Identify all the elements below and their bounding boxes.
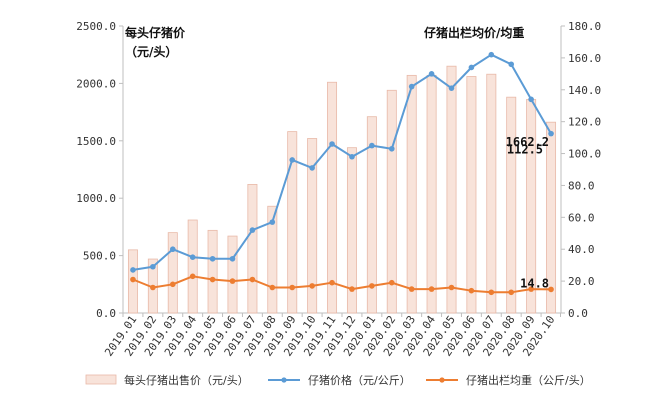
left-tick-label: 1000.0 xyxy=(76,192,116,205)
left-axis-annotation-line2: （元/头） xyxy=(125,44,177,59)
legend-marker-price xyxy=(281,377,287,383)
bar xyxy=(546,121,557,314)
data-point xyxy=(508,61,515,68)
left-axis-annotation-line1: 每头仔猪价 xyxy=(125,25,186,40)
data-point xyxy=(468,287,475,294)
data-point xyxy=(408,83,415,90)
data-point xyxy=(229,278,236,284)
data-point xyxy=(349,153,355,160)
data-point xyxy=(428,286,435,292)
data-point xyxy=(548,130,554,137)
data-point xyxy=(369,142,375,149)
data-label: 112.5 xyxy=(507,143,543,157)
data-point xyxy=(548,286,554,293)
bar xyxy=(386,89,397,314)
bar xyxy=(287,131,298,314)
data-point xyxy=(309,165,315,171)
legend: 每头仔猪出售价（元/头） 仔猪价格（元/公斤） 仔猪出栏均重（公斤/头） xyxy=(85,373,591,387)
right-tick-label: 160.0 xyxy=(568,52,601,65)
data-point xyxy=(289,284,296,291)
legend-swatch-bar xyxy=(85,374,117,385)
data-point xyxy=(130,267,136,273)
data-label: 14.8 xyxy=(520,276,549,290)
data-point xyxy=(448,85,455,91)
left-tick-label: 500.0 xyxy=(83,250,116,263)
data-point xyxy=(309,283,315,289)
data-point xyxy=(508,289,515,296)
data-point xyxy=(189,254,196,260)
data-point xyxy=(249,276,256,283)
bar xyxy=(486,73,497,314)
right-tick-label: 60.0 xyxy=(568,211,595,224)
data-point xyxy=(150,284,156,291)
data-point xyxy=(289,157,296,163)
bar xyxy=(446,65,457,314)
data-point xyxy=(408,286,415,292)
bar xyxy=(346,147,357,314)
bar xyxy=(366,116,377,314)
data-point xyxy=(329,141,335,147)
data-point xyxy=(349,286,355,292)
data-point xyxy=(269,284,276,291)
data-point xyxy=(150,263,156,270)
right-tick-label: 40.0 xyxy=(568,243,595,256)
data-label: 1662.2 xyxy=(506,135,549,149)
line-series xyxy=(130,51,554,296)
right-tick-label: 80.0 xyxy=(568,179,595,192)
data-point xyxy=(488,289,495,296)
bar xyxy=(426,74,437,314)
legend-marker-weight xyxy=(439,377,445,383)
data-point xyxy=(269,219,276,225)
bar xyxy=(327,81,338,314)
series-line xyxy=(132,275,552,294)
data-point xyxy=(130,276,136,283)
data-point xyxy=(428,71,435,77)
bar xyxy=(506,96,517,314)
series-line xyxy=(132,53,552,271)
left-tick-label: 2000.0 xyxy=(76,77,116,90)
data-point xyxy=(388,145,395,152)
data-point xyxy=(468,64,475,71)
bar xyxy=(207,229,218,314)
bar xyxy=(307,138,318,314)
bar xyxy=(227,235,238,314)
bar xyxy=(187,219,198,314)
right-tick-label: 20.0 xyxy=(568,275,595,288)
legend-label-bar: 每头仔猪出售价（元/头） xyxy=(124,373,249,387)
data-point xyxy=(528,96,534,103)
left-tick-label: 2500.0 xyxy=(76,20,116,33)
bar xyxy=(466,76,477,314)
axes: 0.0 500.0 1000.0 1500.0 2000.0 2500.0 0.0 20.0 4… xyxy=(76,20,601,359)
data-point xyxy=(488,51,495,58)
data-point xyxy=(229,255,236,262)
data-point xyxy=(169,246,176,253)
right-axis-annotation: 仔猪出栏均价/均重 xyxy=(424,25,524,40)
data-point xyxy=(209,255,216,262)
data-point xyxy=(329,279,335,286)
bar xyxy=(167,232,178,314)
right-tick-label: 100.0 xyxy=(568,148,601,161)
data-point xyxy=(448,284,455,291)
right-tick-label: 120.0 xyxy=(568,116,601,129)
data-point xyxy=(388,279,395,286)
right-tick-label: 140.0 xyxy=(568,84,601,97)
right-tick-label: 180.0 xyxy=(568,20,601,33)
legend-label-price: 仔猪价格（元/公斤） xyxy=(308,373,411,387)
data-point xyxy=(169,281,176,288)
bar xyxy=(267,205,278,314)
data-point xyxy=(528,286,534,292)
data-point xyxy=(209,276,216,283)
right-tick-label: 0.0 xyxy=(568,307,588,320)
legend-label-weight: 仔猪出栏均重（公斤/头） xyxy=(466,373,591,387)
left-tick-label: 1500.0 xyxy=(76,135,116,148)
data-point xyxy=(369,283,375,289)
data-point xyxy=(189,273,196,280)
data-point xyxy=(249,227,256,233)
bar xyxy=(247,184,258,314)
bar-series xyxy=(127,65,557,314)
bar xyxy=(406,74,417,314)
left-tick-label: 0.0 xyxy=(96,307,116,320)
